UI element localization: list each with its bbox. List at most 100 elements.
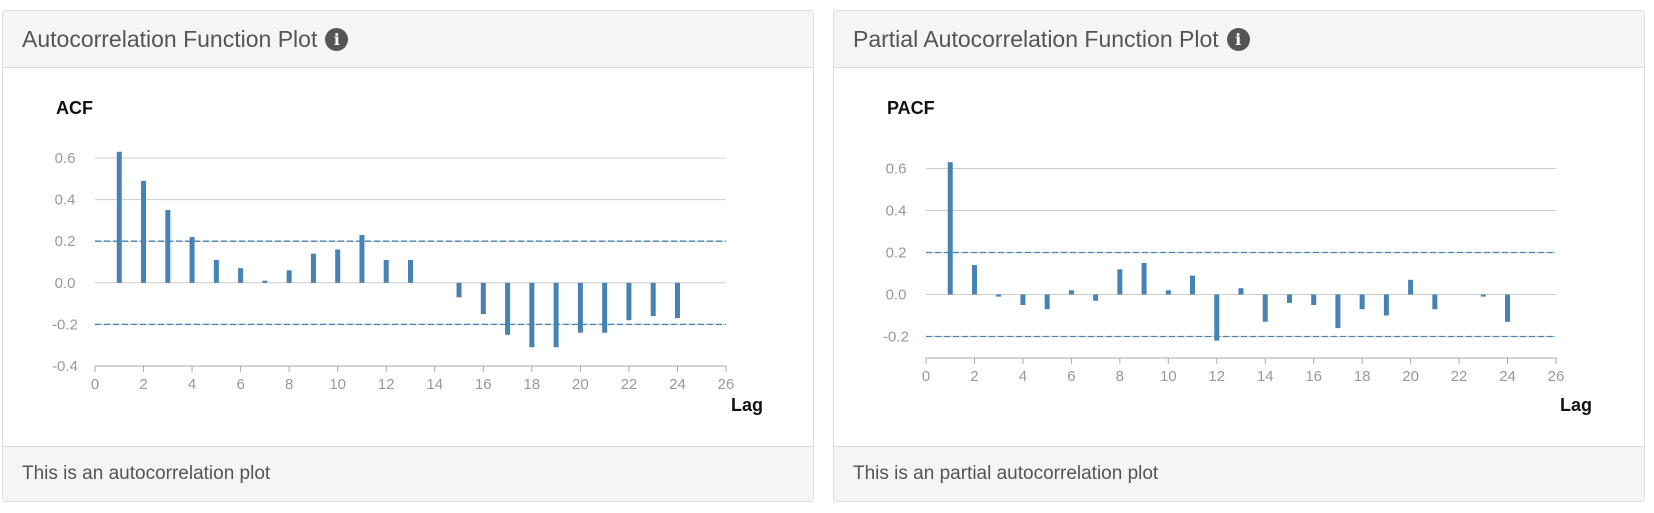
acf-xtick-label: 18 xyxy=(524,376,541,393)
info-icon[interactable]: i xyxy=(1226,27,1250,51)
pacf-xtick-label: 10 xyxy=(1160,368,1177,385)
pacf-xtick-label: 26 xyxy=(1548,368,1565,385)
pacf-xtick-label: 4 xyxy=(1019,368,1027,385)
acf-ytick-label: 0.6 xyxy=(55,150,76,167)
acf-panel-header: Autocorrelation Function Plot i xyxy=(3,11,813,68)
pacf-bar-lag-2 xyxy=(971,265,977,295)
acf-bar-lag-4 xyxy=(189,237,195,283)
pacf-panel-footer: This is an partial autocorrelation plot xyxy=(834,446,1644,501)
pacf-bar-lag-15 xyxy=(1286,294,1292,303)
acf-bar-lag-22 xyxy=(626,282,632,321)
acf-bar-lag-5 xyxy=(213,259,219,283)
pacf-panel-header: Partial Autocorrelation Function Plot i xyxy=(834,11,1644,68)
pacf-bar-lag-13 xyxy=(1238,288,1244,295)
pacf-xtick-label: 12 xyxy=(1208,368,1225,385)
pacf-xtick-label: 20 xyxy=(1402,368,1419,385)
acf-xtick-label: 6 xyxy=(236,376,244,393)
pacf-ytick-label: 0.2 xyxy=(886,245,907,262)
acf-bar-lag-23 xyxy=(650,282,656,317)
pacf-xtick-label: 16 xyxy=(1305,368,1322,385)
acf-bar-lag-17 xyxy=(505,282,511,335)
pacf-panel: Partial Autocorrelation Function Plot i … xyxy=(833,10,1645,502)
acf-bar-lag-18 xyxy=(529,282,535,348)
pacf-bar-lag-5 xyxy=(1044,294,1050,310)
acf-ytick-label: 0.2 xyxy=(55,233,76,250)
pacf-bar-lag-19 xyxy=(1383,294,1389,316)
acf-bar-lag-24 xyxy=(674,282,680,319)
acf-bar-lag-9 xyxy=(310,253,316,283)
acf-bar-lag-19 xyxy=(553,282,559,348)
pacf-panel-title: Partial Autocorrelation Function Plot xyxy=(853,25,1219,52)
pacf-bar-lag-20 xyxy=(1408,279,1414,295)
acf-xtick-label: 4 xyxy=(188,376,196,393)
acf-chart-area: ACF -0.4 -0.2 0.0 0.2 0.4 0.6 0 2 4 6 8 10 12 14 16 18 20… xyxy=(3,68,813,448)
pacf-bar-lag-21 xyxy=(1432,294,1438,310)
pacf-bar-lag-12 xyxy=(1214,294,1220,341)
acf-bar-lag-21 xyxy=(602,282,608,333)
acf-ytick-label: 0.0 xyxy=(55,275,76,292)
pacf-xtick-label: 24 xyxy=(1499,368,1516,385)
pacf-bar-lag-24 xyxy=(1505,294,1511,322)
acf-bar-lag-11 xyxy=(359,234,365,283)
pacf-ytick-label: 0.0 xyxy=(886,287,907,304)
acf-panel: Autocorrelation Function Plot i ACF -0.4 -… xyxy=(2,10,814,502)
acf-ytick-label: 0.4 xyxy=(55,192,76,209)
acf-panel-title: Autocorrelation Function Plot xyxy=(22,25,318,52)
pacf-ytick-label: 0.6 xyxy=(886,161,907,178)
acf-x-axis-label: Lag xyxy=(731,395,763,415)
pacf-bar-lag-23 xyxy=(1480,294,1486,297)
acf-bar-lag-10 xyxy=(335,249,341,283)
pacf-bar-lag-6 xyxy=(1068,290,1074,295)
acf-xtick-label: 24 xyxy=(669,376,686,393)
pacf-ytick-label: 0.4 xyxy=(886,203,907,220)
acf-xtick-label: 22 xyxy=(621,376,638,393)
acf-footer-text: This is an autocorrelation plot xyxy=(22,463,271,484)
pacf-xtick-label: 18 xyxy=(1354,368,1371,385)
pacf-footer-text: This is an partial autocorrelation plot xyxy=(853,463,1159,484)
pacf-bar-lag-14 xyxy=(1262,294,1268,322)
pacf-chart-area: PACF -0.2 0.0 0.2 0.4 0.6 0 2 4 6 8 10 12 14 16 18 20 22 2… xyxy=(834,68,1644,448)
acf-panel-footer: This is an autocorrelation plot xyxy=(3,446,813,501)
pacf-xtick-label: 0 xyxy=(922,368,930,385)
acf-xtick-label: 14 xyxy=(426,376,443,393)
pacf-chart-title: PACF xyxy=(887,98,935,118)
pacf-bar-lag-1 xyxy=(947,162,953,295)
acf-bar-lag-12 xyxy=(383,259,389,283)
pacf-bar-lag-17 xyxy=(1335,294,1341,329)
acf-bar-lag-6 xyxy=(238,268,244,283)
acf-xtick-label: 10 xyxy=(329,376,346,393)
acf-xtick-label: 16 xyxy=(475,376,492,393)
acf-bar-lag-1 xyxy=(116,151,122,283)
acf-ytick-label: -0.2 xyxy=(52,316,78,333)
pacf-bar-lag-11 xyxy=(1190,275,1196,295)
acf-bar-lag-7 xyxy=(262,280,268,283)
pacf-chart: PACF-0.20.00.20.40.60 2 4 6 8 10 12 14 16 18 20 22 2… xyxy=(883,98,1592,415)
acf-bar-lag-13 xyxy=(408,259,413,283)
acf-bar-lag-3 xyxy=(165,210,171,283)
pacf-bar-lag-8 xyxy=(1117,269,1123,295)
pacf-xtick-label: 2 xyxy=(970,368,978,385)
acf-xtick-label: 12 xyxy=(378,376,395,393)
acf-ytick-label: -0.4 xyxy=(52,358,78,375)
pacf-x-axis-label: Lag xyxy=(1560,395,1592,415)
pacf-bar-lag-10 xyxy=(1165,290,1171,295)
pacf-bar-lag-7 xyxy=(1093,294,1099,301)
pacf-bar-lag-3 xyxy=(996,294,1002,297)
acf-bar-lag-20 xyxy=(577,282,583,333)
pacf-ytick-label: -0.2 xyxy=(883,329,909,346)
pacf-bar-lag-18 xyxy=(1359,294,1365,310)
pacf-xtick-label: 14 xyxy=(1257,368,1274,385)
acf-xtick-label: 2 xyxy=(139,376,147,393)
info-icon[interactable]: i xyxy=(325,27,349,51)
pacf-bar-lag-9 xyxy=(1141,263,1147,295)
acf-bar-lag-2 xyxy=(141,180,147,283)
acf-xtick-label: 26 xyxy=(718,376,735,393)
acf-xtick-label: 0 xyxy=(91,376,99,393)
pacf-bar-lag-16 xyxy=(1311,294,1317,305)
acf-bar-lag-16 xyxy=(480,282,486,314)
pacf-xtick-label: 6 xyxy=(1067,368,1075,385)
pacf-xtick-label: 8 xyxy=(1116,368,1124,385)
acf-chart-title: ACF xyxy=(56,98,93,118)
acf-bar-lag-15 xyxy=(456,282,462,298)
pacf-xtick-label: 22 xyxy=(1451,368,1468,385)
